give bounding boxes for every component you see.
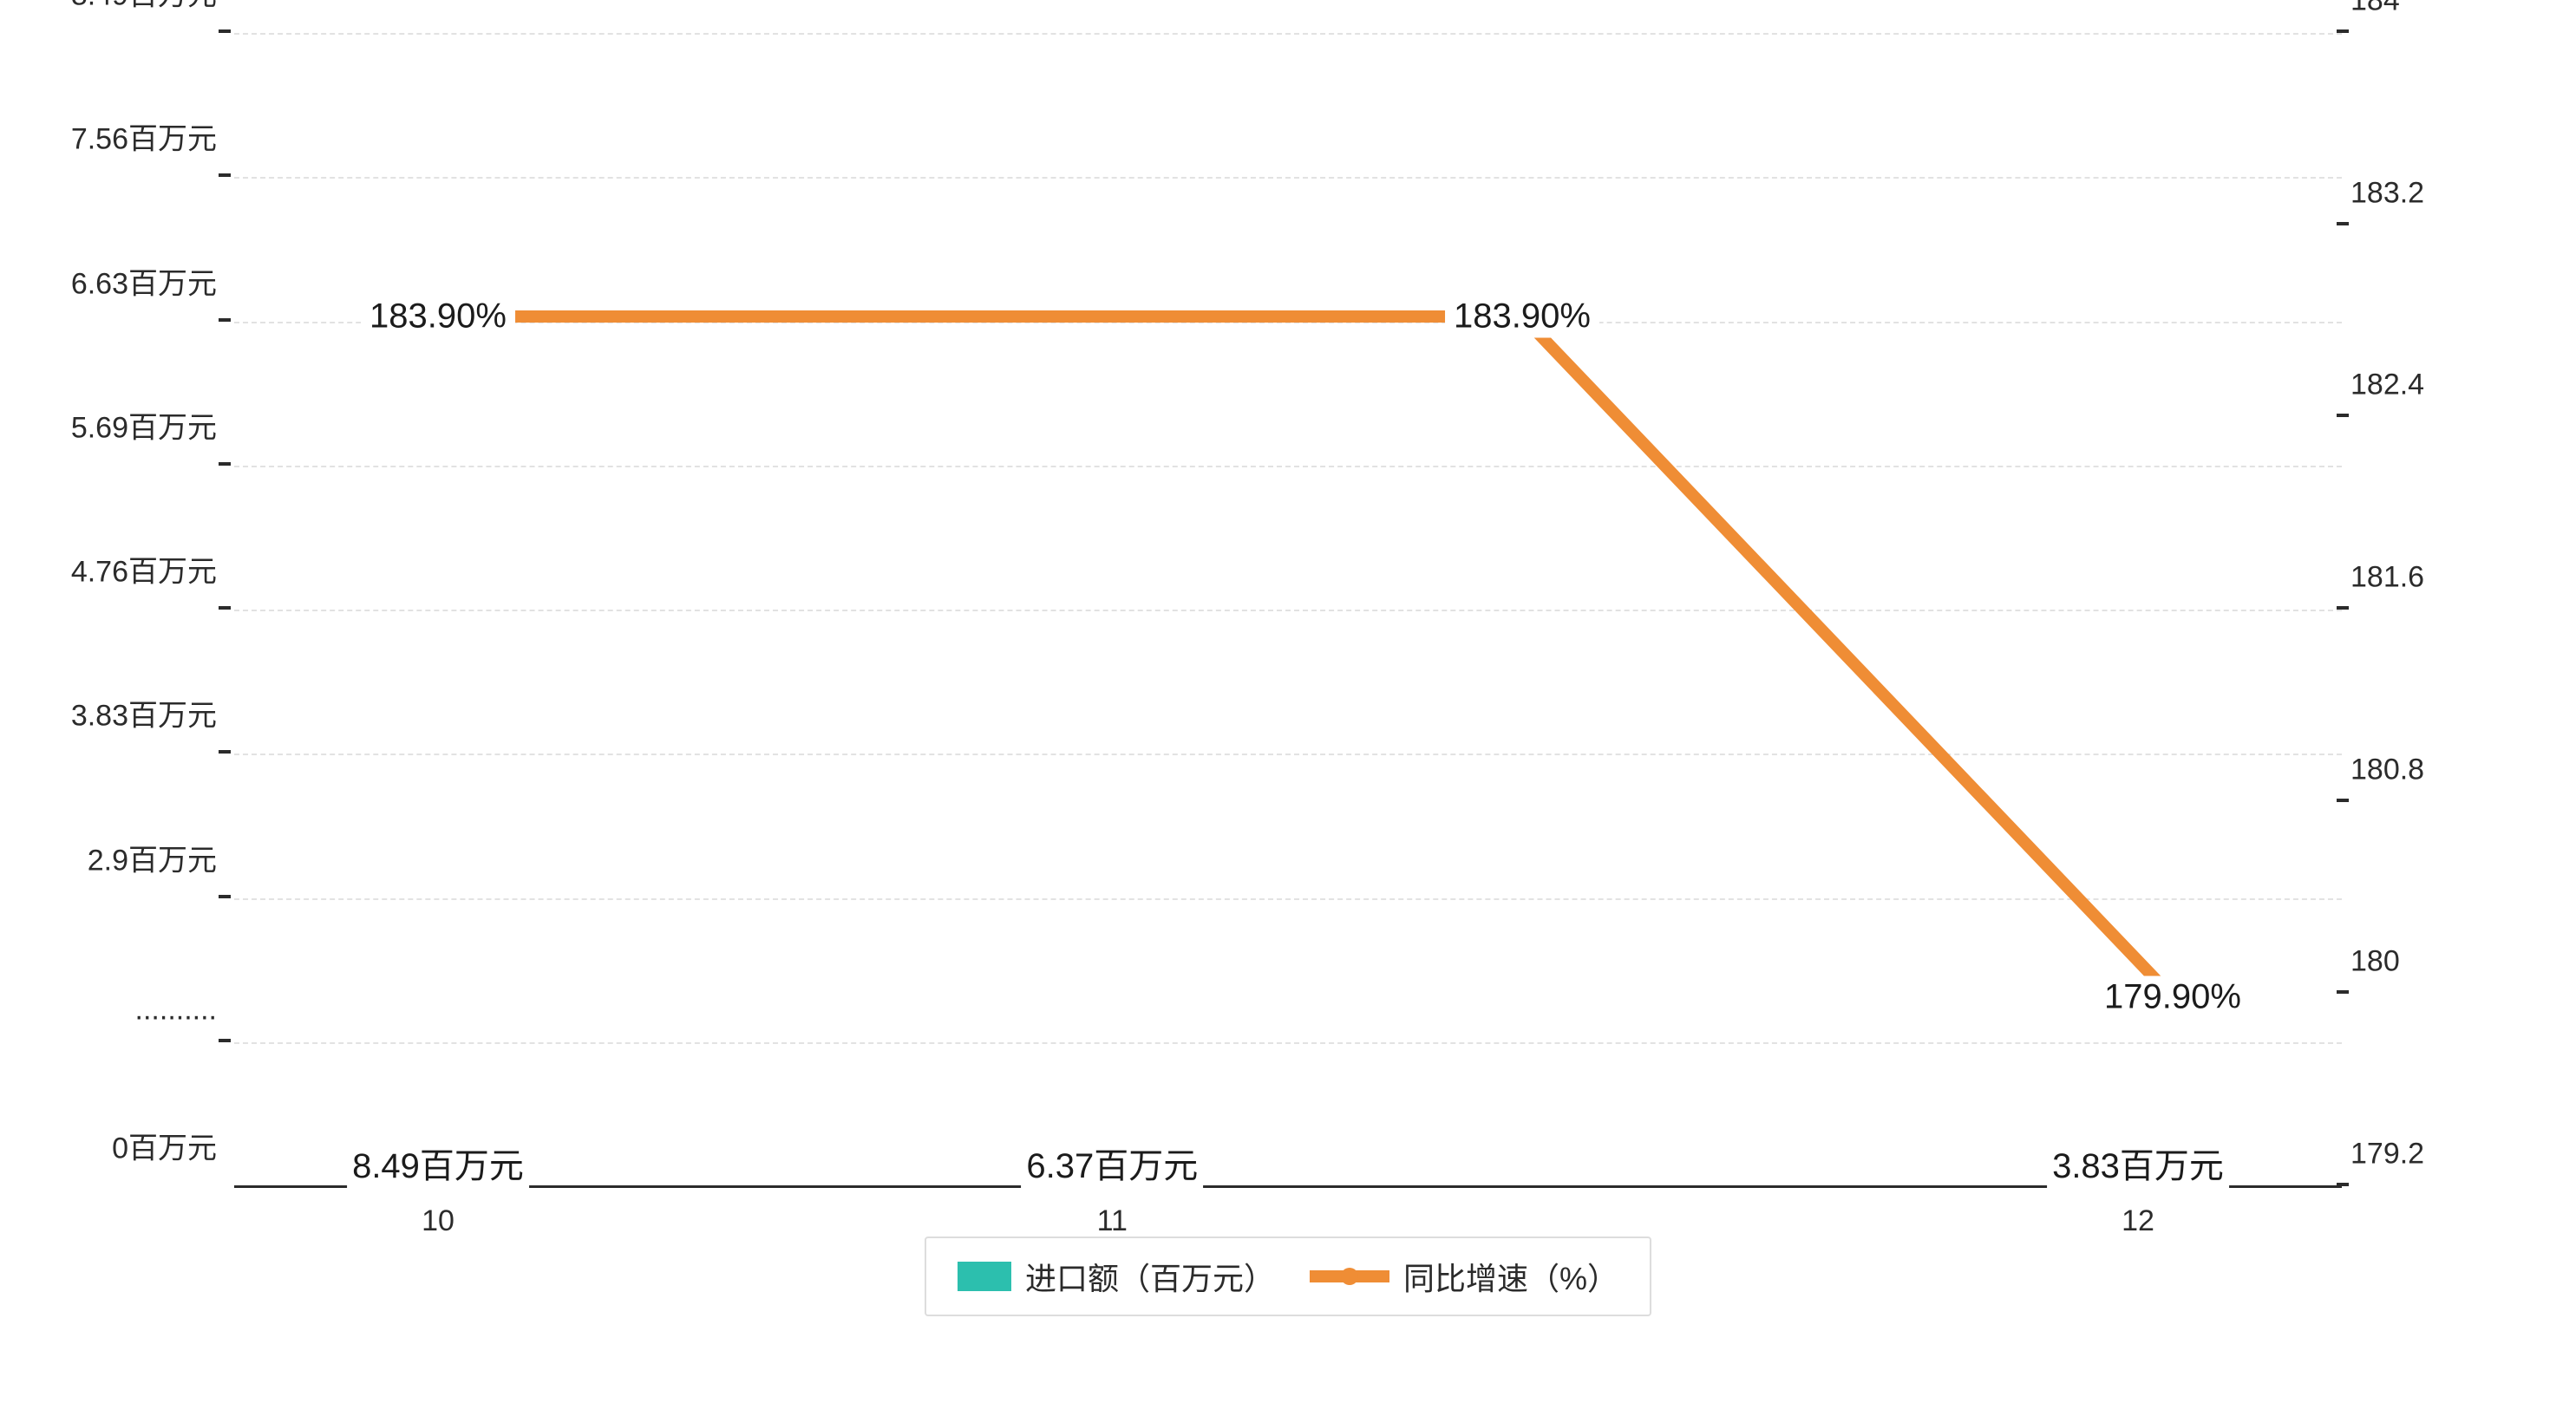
ytick-left-7: 7.56百万元 (0, 115, 217, 158)
ytick-right-1: 180 (2350, 945, 2507, 979)
bar-series-swatch (958, 1262, 1011, 1291)
ytick-right-3: 181.6 (2350, 561, 2507, 595)
ytick-dash (219, 462, 231, 466)
xtick-11: 11 (1025, 1204, 1199, 1238)
legend-item-bar[interactable]: 进口额（百万元） (958, 1254, 1275, 1299)
ytick-dash (219, 895, 231, 898)
ytick-left-1: .......... (0, 993, 217, 1027)
ytick-left-6: 6.63百万元 (0, 259, 217, 302)
line-value-11: 183.90% (1445, 296, 1599, 338)
chart-legend: 进口额（百万元） 同比增速（%） (925, 1237, 1651, 1316)
ytick-right-2: 180.8 (2350, 753, 2507, 786)
ytick-left-3: 3.83百万元 (0, 692, 217, 734)
legend-label-line: 同比增速（%） (1403, 1254, 1618, 1299)
legend-item-line[interactable]: 同比增速（%） (1310, 1254, 1618, 1299)
ytick-left-2: 2.9百万元 (0, 836, 217, 878)
ytick-right-4: 182.4 (2350, 369, 2507, 402)
ytick-dash (219, 29, 231, 33)
ytick-dash (219, 1039, 231, 1042)
ytick-left-0: 0百万元 (0, 1125, 217, 1167)
ytick-dash (219, 318, 231, 322)
ytick-right-0: 179.2 (2350, 1138, 2507, 1171)
line-value-12: 179.90% (2095, 976, 2250, 1019)
ytick-left-8: 8.49百万元 (0, 0, 217, 14)
line-value-10: 183.90% (361, 296, 515, 338)
line-series-swatch (1310, 1270, 1389, 1282)
ytick-dash (219, 750, 231, 754)
chart-root: 0百万元 .......... 2.9百万元 3.83百万元 4.76百万元 5… (0, 0, 2576, 1416)
xtick-12: 12 (2051, 1204, 2225, 1238)
line-series-svg (234, 35, 2342, 1188)
legend-label-bar: 进口额（百万元） (1025, 1254, 1275, 1299)
ytick-left-4: 4.76百万元 (0, 548, 217, 591)
ytick-dash (2337, 29, 2349, 33)
ytick-right-5: 183.2 (2350, 176, 2507, 210)
xtick-10: 10 (351, 1204, 525, 1238)
ytick-dash (219, 173, 231, 177)
plot-area: 0百万元 .......... 2.9百万元 3.83百万元 4.76百万元 5… (234, 35, 2342, 1188)
ytick-dash (219, 606, 231, 610)
ytick-left-5: 5.69百万元 (0, 403, 217, 446)
ytick-right-6: 184 (2350, 0, 2507, 18)
